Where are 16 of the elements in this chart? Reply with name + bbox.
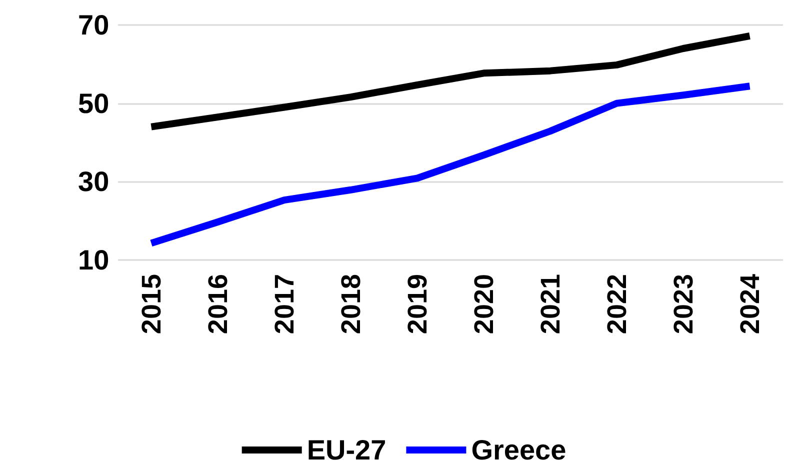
- x-tick-label: 2017: [269, 274, 300, 334]
- y-tick-label: 10: [78, 244, 110, 276]
- x-tick-label: 2021: [535, 274, 566, 334]
- x-tick-label: 2022: [602, 274, 632, 334]
- legend-label: Greece: [471, 434, 566, 466]
- x-tick-label: 2018: [336, 274, 366, 334]
- y-tick-label: 70: [78, 10, 110, 40]
- legend-label: EU-27: [306, 434, 386, 466]
- x-tick-label: 2015: [136, 274, 166, 334]
- x-tick-label: 2020: [468, 274, 499, 334]
- y-tick-label: 50: [78, 88, 110, 119]
- x-tick-label: 2024: [734, 274, 765, 334]
- x-tick-label: 2016: [202, 274, 233, 334]
- x-tick-label: 2019: [402, 274, 432, 334]
- x-tick-label: 2023: [668, 274, 698, 334]
- y-tick-label: 30: [78, 166, 110, 198]
